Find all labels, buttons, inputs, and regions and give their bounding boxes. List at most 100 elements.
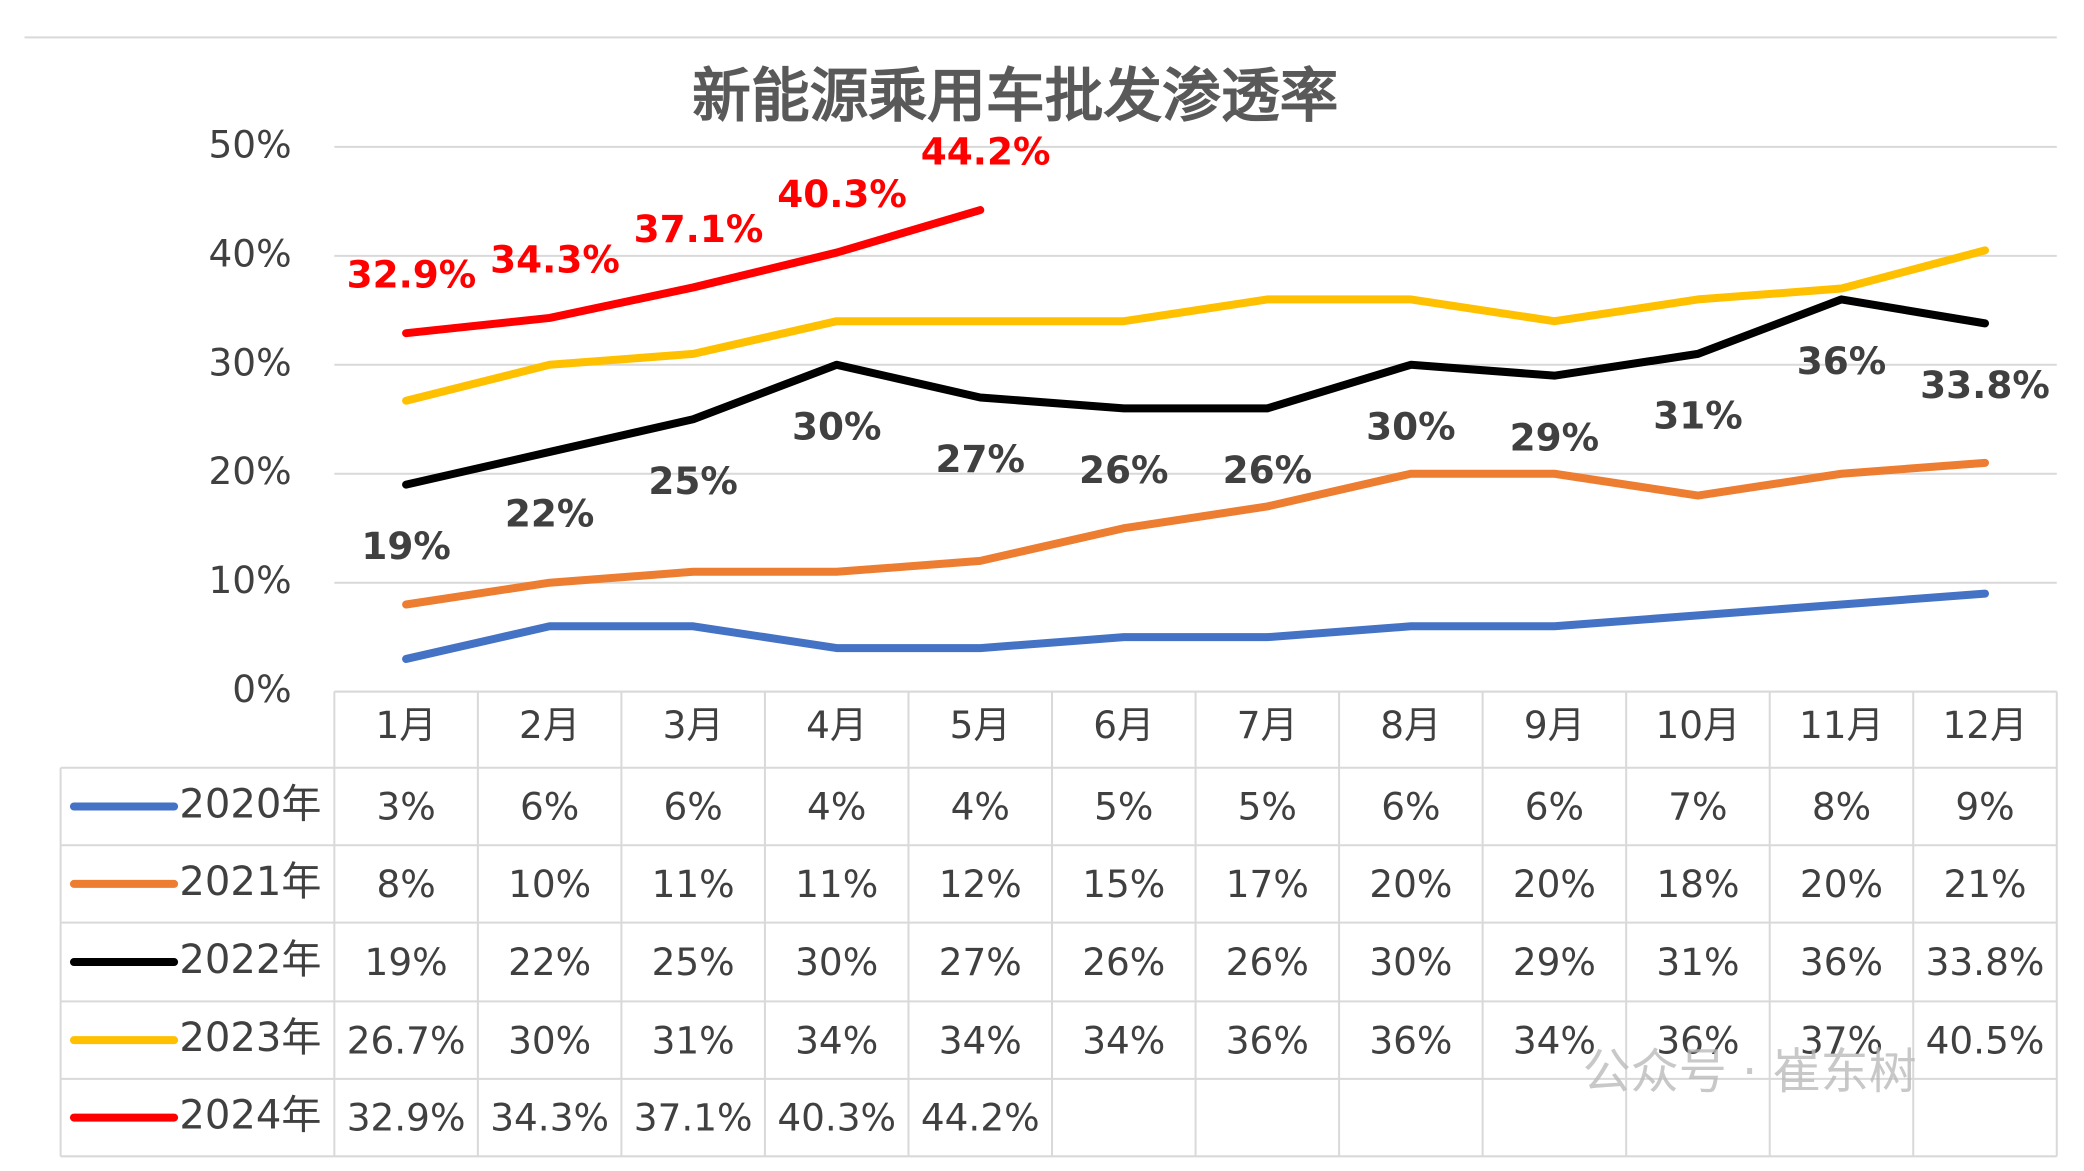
table-cell: 27% [939,940,1022,984]
x-tick-label: 2月 [519,703,580,747]
series-line [402,458,1990,609]
data-label: 22% [505,492,594,536]
y-tick-label: 20% [209,449,292,493]
legend-label: 2020年 [179,781,321,827]
table-cell: 26.7% [347,1018,466,1062]
data-label: 34.3% [490,237,620,281]
table-cell: 15% [1082,862,1165,906]
data-label: 27% [936,437,1025,481]
table-cell: 6% [1525,785,1584,829]
table-cell: 30% [795,940,878,984]
data-label: 32.9% [347,253,477,297]
table-cell: 32.9% [347,1096,466,1140]
y-tick-label: 40% [209,231,292,275]
table-cell: 26% [1082,940,1165,984]
table-cell: 6% [520,785,579,829]
table-cell: 3% [376,785,435,829]
table-cell: 18% [1656,862,1739,906]
y-tick-label: 10% [209,558,292,602]
table-cell: 31% [1656,940,1739,984]
table-cell: 31% [652,1018,735,1062]
table-cell: 20% [1513,862,1596,906]
table-cell: 4% [807,785,866,829]
y-tick-label: 30% [209,340,292,384]
data-label: 40.3% [777,172,907,216]
table-cell: 44.2% [921,1096,1040,1140]
legend-label: 2021年 [179,859,321,905]
table-cell: 30% [1369,940,1452,984]
table-cell: 36% [1656,1018,1739,1062]
x-tick-label: 9月 [1524,703,1585,747]
data-label: 31% [1653,393,1742,437]
data-label: 19% [361,524,450,568]
table-cell: 21% [1943,862,2026,906]
y-tick-label: 50% [209,122,292,166]
table-cell: 9% [1955,785,2014,829]
table-cell: 10% [508,862,591,906]
table-cell: 19% [365,940,448,984]
table-cell: 33.8% [1926,940,2045,984]
table-cell: 5% [1238,785,1297,829]
legend-label: 2024年 [179,1093,321,1139]
table-cell: 36% [1800,940,1883,984]
table-cell: 5% [1094,785,1153,829]
table-cell: 34.3% [490,1096,609,1140]
table-cell: 34% [939,1018,1022,1062]
table-cell: 34% [1513,1018,1596,1062]
data-label: 26% [1223,448,1312,492]
data-label: 29% [1510,415,1599,459]
x-tick-label: 10月 [1655,703,1740,747]
data-label: 25% [648,459,737,503]
table-cell: 36% [1369,1018,1452,1062]
data-label: 33.8% [1920,363,2050,407]
x-tick-label: 7月 [1237,703,1298,747]
table-cell: 30% [508,1018,591,1062]
series-line [402,246,1990,405]
data-label: 30% [792,404,881,448]
table-cell: 29% [1513,940,1596,984]
table-cell: 36% [1226,1018,1309,1062]
data-label: 26% [1079,448,1168,492]
table-cell: 20% [1800,862,1883,906]
series-line [402,295,1990,489]
x-tick-label: 4月 [806,703,867,747]
chart-title: 新能源乘用车批发渗透率 [692,61,1338,130]
table-cell: 8% [1812,785,1871,829]
x-tick-label: 6月 [1093,703,1154,747]
table-cell: 34% [795,1018,878,1062]
series-line [402,589,1990,663]
x-tick-label: 11月 [1799,703,1884,747]
table-cell: 37.1% [634,1096,753,1140]
legend-label: 2023年 [179,1015,321,1061]
table-cell: 40.3% [777,1096,896,1140]
x-tick-label: 3月 [663,703,724,747]
table-cell: 8% [376,862,435,906]
x-tick-label: 1月 [376,703,437,747]
series-line [402,206,985,338]
table-cell: 11% [652,862,735,906]
x-tick-label: 12月 [1943,703,2028,747]
x-tick-label: 8月 [1380,703,1441,747]
data-label: 36% [1797,339,1886,383]
legend-label: 2022年 [179,937,321,983]
table-cell: 26% [1226,940,1309,984]
table-cell: 34% [1082,1018,1165,1062]
watermark: 公众号 · 崔东树 [1583,1044,1917,1100]
table-cell: 25% [652,940,735,984]
table-cell: 6% [664,785,723,829]
x-tick-label: 5月 [950,703,1011,747]
table-cell: 40.5% [1926,1018,2045,1062]
table-cell: 7% [1668,785,1727,829]
table-cell: 20% [1369,862,1452,906]
table-cell: 6% [1381,785,1440,829]
table-cell: 17% [1226,862,1309,906]
table-cell: 12% [939,862,1022,906]
table-cell: 22% [508,940,591,984]
y-tick-label: 0% [232,667,291,711]
table-cell: 37% [1800,1018,1883,1062]
table-cell: 11% [795,862,878,906]
data-label: 37.1% [634,207,764,251]
data-label: 30% [1366,404,1455,448]
